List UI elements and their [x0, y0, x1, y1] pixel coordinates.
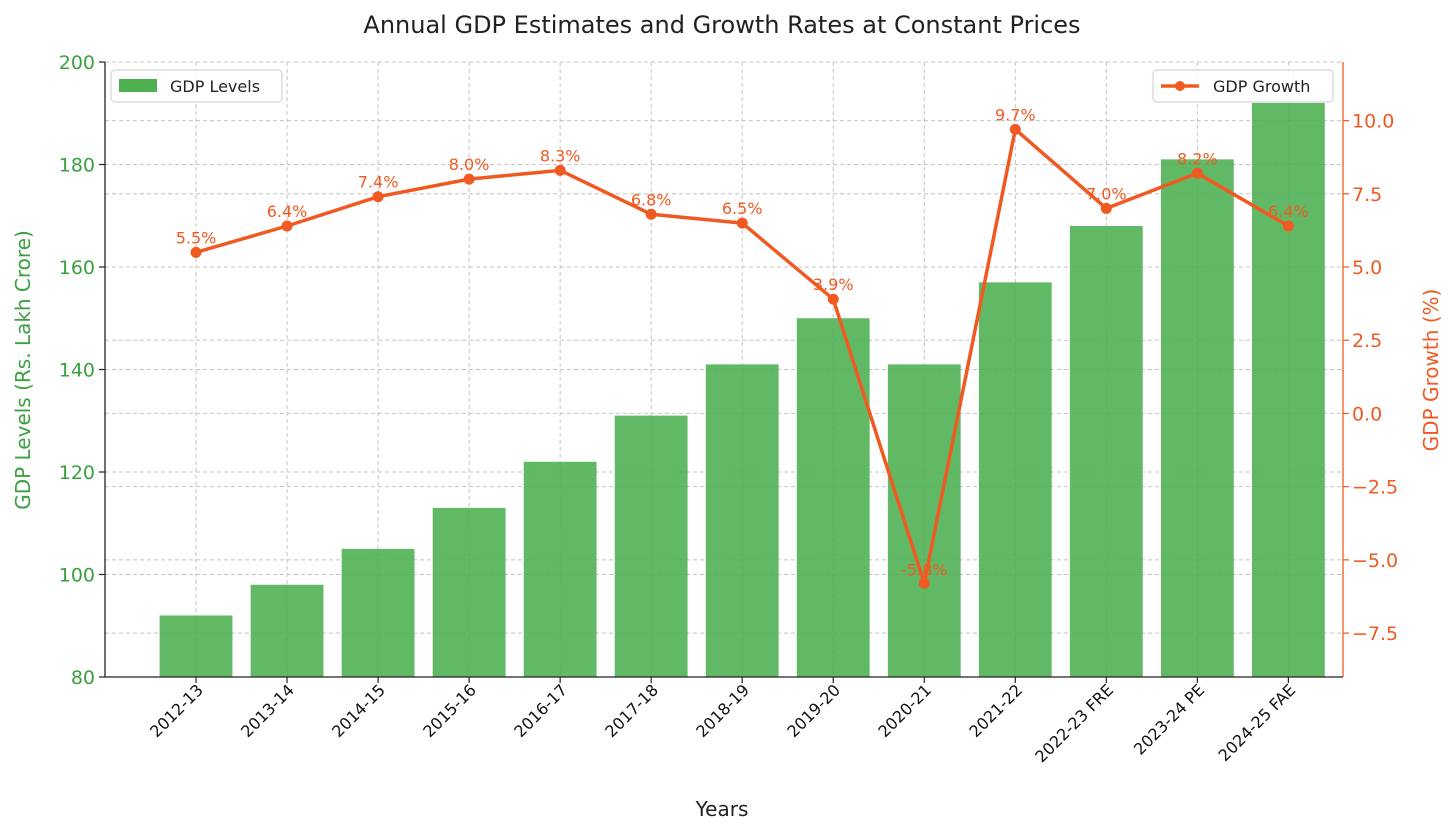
- bar-gdp-level-2013-14: [250, 584, 324, 677]
- y-axis-right-label: GDP Growth (%): [1419, 289, 1443, 452]
- right-tick-label: 0.0: [1352, 403, 1382, 425]
- bar-gdp-level-2012-13: [159, 615, 233, 677]
- right-tick-label: −2.5: [1352, 477, 1398, 499]
- growth-value-label: 8.3%: [540, 146, 581, 165]
- growth-value-label: 3.9%: [813, 275, 854, 294]
- growth-point: [281, 220, 293, 232]
- bar-gdp-level-2016-17: [523, 461, 597, 677]
- x-tick-label: 2023-24 PE: [1130, 680, 1208, 758]
- right-tick-label: −5.0: [1352, 550, 1398, 572]
- label-layer: 5.5% 6.4% 7.4% 8.0% 8.3% 6.8% 6.5% 3.9% -5.8% 9.7…: [176, 105, 1309, 579]
- growth-value-label: 6.4%: [267, 202, 308, 221]
- bar-gdp-level-2020-21: [887, 364, 961, 677]
- growth-point: [190, 246, 202, 258]
- right-tick-label: 10.0: [1352, 111, 1394, 133]
- bar-layer: [159, 103, 1325, 677]
- bar-gdp-level-2014-15: [341, 548, 415, 677]
- x-tick-label: 2018-19: [692, 680, 753, 741]
- x-tick-label: 2013-14: [237, 680, 298, 741]
- growth-value-label: -5.8%: [901, 560, 947, 579]
- x-axis-ticks: 2012-13 2013-14 2014-15 2015-16 2016-17 2017-…: [146, 677, 1299, 766]
- growth-point: [1191, 167, 1203, 179]
- growth-point: [827, 293, 839, 305]
- x-tick-label: 2022-23 FRE: [1031, 680, 1117, 766]
- right-axis-ticks: −7.5 −5.0 −2.5 0.0 2.5 5.0 7.5 10.0: [1343, 111, 1398, 645]
- x-tick-label: 2021-22: [965, 680, 1026, 741]
- x-tick-label: 2019-20: [783, 680, 844, 741]
- left-tick-label: 180: [59, 155, 95, 177]
- right-tick-label: 5.0: [1352, 257, 1382, 279]
- growth-point: [1009, 123, 1021, 135]
- legend-box: [110, 69, 283, 103]
- left-axis-ticks: 80 100 120 140 160 180 200: [59, 52, 105, 689]
- left-tick-label: 160: [59, 257, 95, 279]
- x-tick-label: 2016-17: [510, 680, 571, 741]
- growth-point: [1100, 202, 1112, 214]
- bar-gdp-level-2017-18: [614, 415, 688, 677]
- legend-gdp-levels: GDP Levels: [110, 69, 283, 103]
- growth-point: [372, 191, 384, 203]
- x-tick-label: 2020-21: [874, 680, 935, 741]
- bar-gdp-level-2019-20: [796, 318, 870, 677]
- x-axis-label: Years: [695, 797, 749, 821]
- growth-value-label: 7.0%: [1086, 184, 1127, 203]
- legend-marker-swatch: [1175, 81, 1185, 91]
- left-tick-label: 80: [71, 667, 95, 689]
- growth-value-label: 6.4%: [1268, 202, 1309, 221]
- x-tick-label: 2015-16: [419, 680, 480, 741]
- growth-point: [1282, 220, 1294, 232]
- growth-point: [554, 164, 566, 176]
- line-layer: [190, 123, 1294, 589]
- legend-box: [1152, 69, 1334, 103]
- legend-label-gdp-levels: GDP Levels: [170, 77, 260, 96]
- x-tick-label: 2012-13: [146, 680, 207, 741]
- growth-value-label: 7.4%: [358, 173, 399, 192]
- bar-gdp-level-2022-23-fre: [1069, 226, 1143, 677]
- right-tick-label: 7.5: [1352, 184, 1382, 206]
- left-tick-label: 120: [59, 462, 95, 484]
- growth-point: [918, 577, 930, 589]
- x-tick-label: 2014-15: [328, 680, 389, 741]
- left-tick-label: 200: [59, 52, 95, 74]
- growth-value-label: 5.5%: [176, 228, 217, 247]
- chart-title: Annual GDP Estimates and Growth Rates at…: [363, 11, 1080, 39]
- growth-value-label: 8.0%: [449, 155, 490, 174]
- legend-gdp-growth: GDP Growth: [1152, 69, 1334, 103]
- bar-gdp-level-2021-22: [978, 282, 1052, 677]
- right-tick-label: −7.5: [1352, 623, 1398, 645]
- legend-label-gdp-growth: GDP Growth: [1213, 77, 1310, 96]
- right-tick-label: 2.5: [1352, 330, 1382, 352]
- left-tick-label: 140: [59, 360, 95, 382]
- growth-point: [463, 173, 475, 185]
- growth-value-label: 6.5%: [722, 199, 763, 218]
- growth-value-label: 8.2%: [1177, 149, 1218, 168]
- growth-value-label: 6.8%: [631, 190, 672, 209]
- y-axis-left-label: GDP Levels (Rs. Lakh Crore): [11, 230, 35, 510]
- legend-bar-swatch: [119, 79, 157, 92]
- x-tick-label: 2024-25 FAE: [1215, 680, 1300, 765]
- bar-gdp-level-2018-19: [705, 364, 779, 677]
- bar-gdp-level-2024-25-fae: [1251, 103, 1325, 677]
- bar-gdp-level-2015-16: [432, 507, 506, 677]
- growth-point: [645, 208, 657, 220]
- bar-gdp-level-2023-24-pe: [1160, 159, 1234, 677]
- growth-point: [736, 217, 748, 229]
- left-tick-label: 100: [59, 565, 95, 587]
- x-tick-label: 2017-18: [601, 680, 662, 741]
- growth-value-label: 9.7%: [995, 105, 1036, 124]
